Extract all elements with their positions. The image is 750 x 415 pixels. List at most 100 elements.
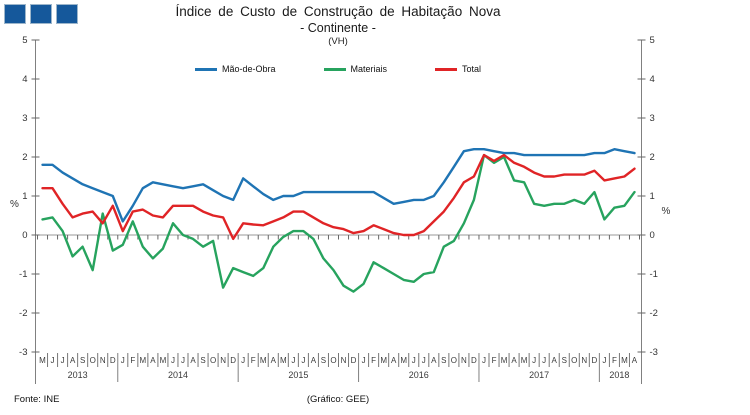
svg-text:-1: -1: [650, 269, 658, 280]
svg-text:O: O: [210, 356, 216, 365]
svg-text:4: 4: [650, 74, 655, 85]
svg-text:D: D: [351, 356, 357, 365]
svg-text:1: 1: [650, 191, 655, 202]
svg-text:O: O: [330, 356, 336, 365]
svg-text:M: M: [280, 356, 287, 365]
svg-text:0: 0: [22, 230, 27, 241]
svg-text:2015: 2015: [288, 370, 308, 380]
svg-text:2016: 2016: [409, 370, 429, 380]
svg-text:3: 3: [650, 113, 655, 124]
svg-text:N: N: [341, 356, 347, 365]
svg-text:5: 5: [22, 35, 27, 46]
svg-text:D: D: [591, 356, 597, 365]
legend-label: Mão-de-Obra: [221, 64, 276, 74]
series-line-m-o-de-obra: [41, 147, 636, 223]
svg-text:J: J: [171, 356, 175, 365]
source-note: Fonte: INE: [14, 394, 60, 405]
chart-unit-label: (VH): [328, 36, 348, 47]
svg-text:M: M: [621, 356, 628, 365]
svg-text:A: A: [311, 356, 317, 365]
svg-text:A: A: [511, 356, 517, 365]
svg-text:O: O: [451, 356, 457, 365]
svg-text:J: J: [51, 356, 55, 365]
legend-swatch: [323, 67, 346, 71]
svg-text:2017: 2017: [529, 370, 549, 380]
svg-text:M: M: [380, 356, 387, 365]
svg-text:M: M: [260, 356, 267, 365]
legend-item-materiais: Materiais: [323, 64, 388, 74]
svg-text:A: A: [552, 356, 558, 365]
svg-text:D: D: [230, 356, 236, 365]
svg-text:4: 4: [22, 74, 27, 85]
svg-text:2018: 2018: [609, 370, 629, 380]
svg-text:-2: -2: [650, 308, 658, 319]
svg-text:-3: -3: [19, 347, 27, 358]
svg-text:3: 3: [22, 113, 27, 124]
legend-label: Total: [462, 64, 482, 74]
svg-text:2: 2: [22, 152, 27, 163]
svg-text:J: J: [482, 356, 486, 365]
svg-text:A: A: [190, 356, 196, 365]
legend-item-m-o-de-obra: Mão-de-Obra: [194, 64, 276, 74]
logo-square: [4, 4, 26, 24]
svg-text:S: S: [562, 356, 567, 365]
svg-text:O: O: [90, 356, 96, 365]
svg-text:J: J: [301, 356, 305, 365]
y-axis-unit-left: %: [10, 199, 19, 210]
credit-note: (Gráfico: GEE): [306, 394, 370, 405]
logo-square: [56, 4, 78, 24]
svg-text:M: M: [160, 356, 167, 365]
svg-text:N: N: [100, 356, 106, 365]
svg-text:S: S: [441, 356, 446, 365]
svg-text:D: D: [110, 356, 116, 365]
svg-text:5: 5: [650, 35, 655, 46]
logo: [4, 4, 78, 24]
svg-text:J: J: [422, 356, 426, 365]
svg-text:-1: -1: [19, 269, 27, 280]
svg-text:M: M: [521, 356, 528, 365]
legend-item-total: Total: [435, 64, 481, 74]
svg-text:1: 1: [22, 191, 27, 202]
chart-title: Índice de Custo de Construção de Habitaç…: [175, 4, 501, 19]
svg-text:O: O: [571, 356, 577, 365]
svg-text:A: A: [150, 356, 156, 365]
chart-subtitle: - Continente -: [300, 21, 376, 35]
svg-text:M: M: [501, 356, 508, 365]
svg-text:F: F: [251, 356, 256, 365]
svg-text:A: A: [431, 356, 437, 365]
svg-text:J: J: [291, 356, 295, 365]
y-axes: [31, 39, 646, 384]
y-axis-labels-left: -3 -2 -1 0 1 2 3 4 5: [19, 35, 27, 358]
legend-swatch: [435, 67, 458, 71]
svg-text:2: 2: [650, 152, 655, 163]
svg-text:D: D: [471, 356, 477, 365]
svg-text:M: M: [400, 356, 407, 365]
svg-text:0: 0: [650, 230, 655, 241]
svg-text:2013: 2013: [68, 370, 88, 380]
svg-text:F: F: [492, 356, 497, 365]
svg-text:J: J: [241, 356, 245, 365]
svg-text:N: N: [461, 356, 467, 365]
svg-text:S: S: [80, 356, 85, 365]
svg-text:A: A: [271, 356, 277, 365]
legend-label: Materiais: [350, 64, 388, 74]
svg-text:A: A: [70, 356, 76, 365]
svg-text:M: M: [39, 356, 46, 365]
svg-text:F: F: [371, 356, 376, 365]
svg-text:2014: 2014: [168, 370, 188, 380]
svg-text:J: J: [532, 356, 536, 365]
x-axis-separators: [47, 353, 630, 382]
svg-text:S: S: [200, 356, 205, 365]
svg-text:-3: -3: [650, 347, 658, 358]
x-axis-year-labels: 2013 2014 2015 2016 2017 2018: [68, 370, 630, 380]
svg-text:N: N: [581, 356, 587, 365]
svg-text:A: A: [632, 356, 638, 365]
series-line-total: [41, 153, 636, 241]
logo-square: [30, 4, 52, 24]
svg-text:A: A: [391, 356, 397, 365]
svg-text:N: N: [220, 356, 226, 365]
svg-text:M: M: [140, 356, 147, 365]
